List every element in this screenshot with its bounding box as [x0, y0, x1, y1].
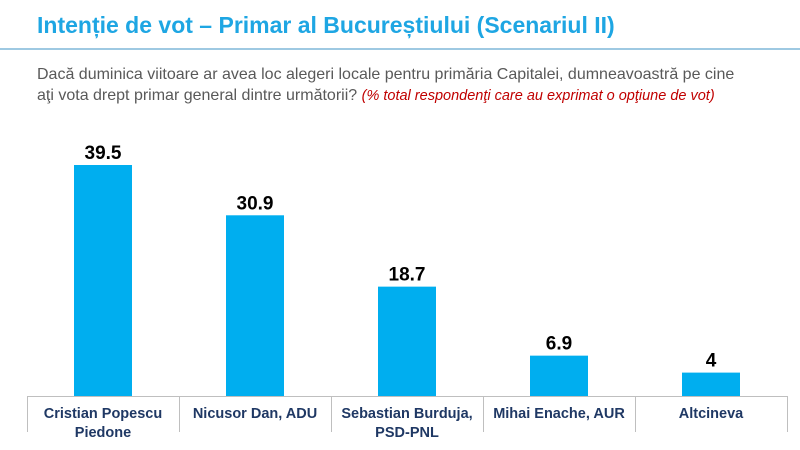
category-label-2: Nicusor Dan, ADU	[193, 406, 317, 422]
bar-3	[378, 286, 436, 396]
data-label-2: 30.9	[237, 193, 274, 214]
bar-1	[74, 165, 132, 396]
category-label-3-line-2: PSD-PNL	[375, 425, 439, 441]
data-label-1: 39.5	[85, 143, 122, 164]
question-line-2: aţi vota drept primar general dintre urm…	[37, 85, 799, 107]
survey-question: Dacă duminica viitoare ar avea loc alege…	[37, 64, 799, 107]
question-line-1: Dacă duminica viitoare ar avea loc alege…	[37, 66, 735, 83]
bar-2	[226, 215, 284, 396]
category-label-4: Mihai Enache, AUR	[493, 406, 625, 422]
bar-4	[530, 355, 588, 396]
data-label-5: 4	[706, 351, 717, 372]
title-divider	[0, 48, 800, 50]
category-label-3-line-1: Sebastian Burduja,	[341, 406, 472, 422]
bar-5	[682, 372, 740, 396]
category-label-5: Altcineva	[679, 406, 744, 422]
data-label-3: 18.7	[389, 265, 426, 286]
category-label-1-line-2: Piedone	[75, 425, 131, 441]
question-note: (% total respondenţi care au exprimat o …	[361, 88, 715, 104]
category-label-1-line-1: Cristian Popescu	[44, 406, 162, 422]
page-title: Intenție de vot – Primar al Bucureștiulu…	[37, 12, 615, 38]
data-label-4: 6.9	[546, 334, 572, 355]
question-line-2-text: aţi vota drept primar general dintre urm…	[37, 87, 358, 104]
